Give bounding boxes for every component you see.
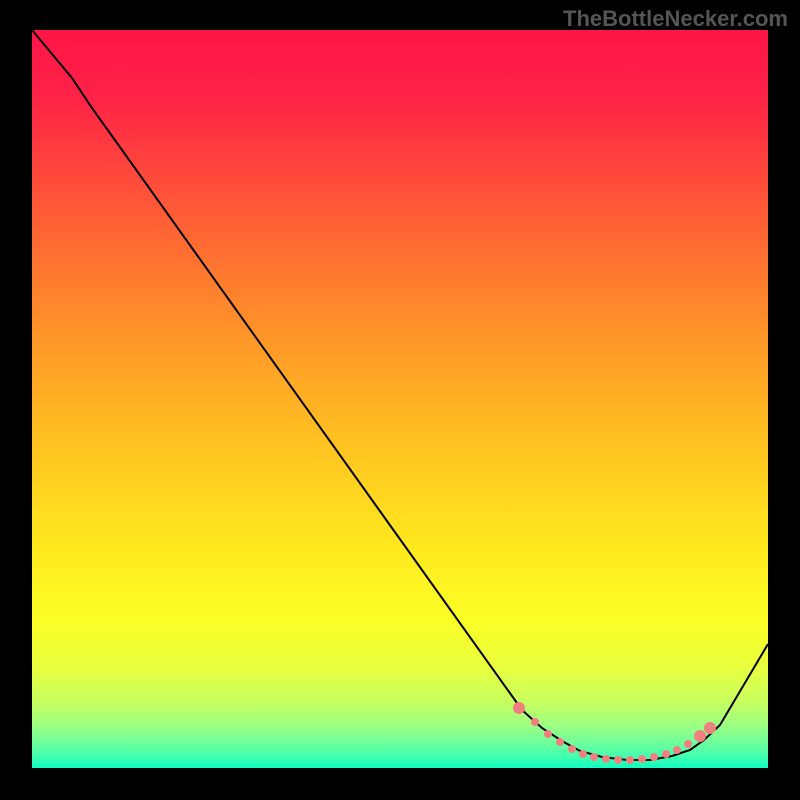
- curve-marker: [626, 756, 634, 764]
- curve-marker: [531, 718, 539, 726]
- watermark-text: TheBottleNecker.com: [563, 6, 788, 32]
- chart-overlay: [32, 30, 768, 768]
- plot-area: [32, 30, 768, 768]
- curve-marker: [650, 753, 658, 761]
- curve-marker: [638, 755, 646, 763]
- curve-marker: [614, 756, 622, 764]
- curve-marker: [602, 755, 610, 763]
- curve-markers: [513, 702, 716, 764]
- curve-marker: [590, 753, 598, 761]
- curve-marker: [694, 730, 706, 742]
- curve-marker: [544, 730, 552, 738]
- curve-marker: [568, 745, 576, 753]
- bottleneck-curve: [32, 30, 768, 760]
- curve-marker: [704, 722, 716, 734]
- curve-marker: [662, 750, 670, 758]
- curve-marker: [673, 746, 681, 754]
- curve-marker: [684, 740, 692, 748]
- curve-marker: [556, 738, 564, 746]
- curve-marker: [579, 750, 587, 758]
- curve-marker: [513, 702, 525, 714]
